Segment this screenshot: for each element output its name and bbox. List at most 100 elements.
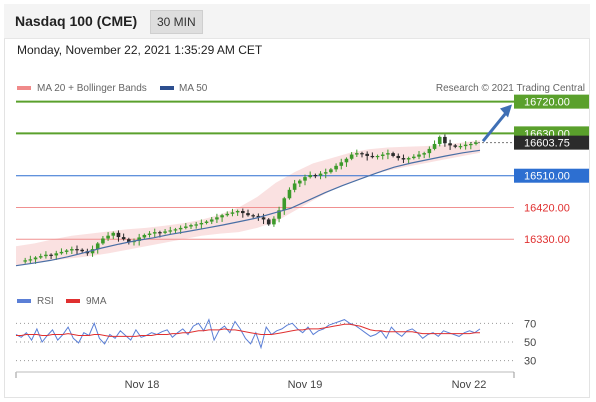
candle-body [54, 253, 59, 256]
credit-label: Research © 2021 Trading Central [436, 83, 585, 94]
candle-body [443, 136, 447, 144]
chart-header: Nasdaq 100 (CME) 30 MIN [4, 4, 590, 39]
candle-body [251, 215, 255, 217]
candle-body [90, 249, 95, 254]
candle-body [235, 210, 240, 213]
ma50-legend-label: MA 50 [179, 83, 208, 94]
x-tick-label: Nov 19 [288, 379, 323, 391]
candle-body [344, 158, 349, 163]
candle-body [427, 148, 432, 154]
level-label-box-16720.00 [514, 94, 589, 109]
candle-body [121, 237, 126, 240]
candle-body [111, 232, 116, 236]
forecast-arrow-head [500, 104, 512, 118]
candle-body [406, 158, 411, 160]
candles-layer [23, 134, 478, 264]
candle-body [458, 146, 463, 148]
rsi-tick-50: 50 [524, 337, 536, 349]
forecast-arrow-shaft [481, 109, 510, 143]
rsi-legend-swatch [17, 299, 31, 303]
candle-body [474, 142, 478, 144]
candle-body [365, 153, 369, 156]
candle-body [101, 238, 105, 244]
candle-body [44, 254, 48, 257]
candle-body [386, 153, 390, 155]
candle-body [168, 230, 173, 232]
timeframe-badge[interactable]: 30 MIN [150, 10, 203, 34]
candle-body [256, 215, 261, 218]
candle-body [463, 144, 468, 147]
candle-body [142, 234, 147, 238]
candle-body [163, 231, 167, 233]
datetime-label: Monday, November 22, 2021 1:35:29 AM CET [17, 43, 263, 57]
candle-body [272, 218, 276, 225]
candle-body [298, 180, 302, 184]
candle-body [173, 229, 178, 231]
candle-body [204, 221, 209, 223]
current-price-label-box [514, 135, 589, 150]
candle-body [33, 257, 38, 260]
price-levels-layer [16, 100, 514, 240]
ma-bollinger-legend-swatch [17, 86, 31, 90]
candle-body [178, 227, 183, 230]
bollinger-band-layer [16, 140, 480, 266]
candle-body [152, 232, 157, 234]
ma50-line [15, 149, 481, 267]
candle-body [323, 172, 328, 174]
candle-body [380, 154, 385, 156]
rsi-series-9MA [16, 323, 480, 337]
candle-body [80, 249, 84, 252]
candle-body [412, 156, 416, 159]
candle-body [38, 256, 43, 258]
candle-body [303, 177, 307, 181]
forecast-arrow-layer [481, 104, 512, 143]
level-label-16330.00: 16330.00 [524, 234, 570, 246]
candle-body [215, 217, 219, 220]
candle-body [64, 250, 69, 252]
candle-body [329, 169, 333, 173]
candle-body [241, 210, 245, 214]
bollinger-band [16, 140, 480, 266]
candle-body [95, 243, 100, 250]
candle-body [230, 212, 235, 214]
candle-body [360, 153, 364, 155]
x-tick-label: Nov 22 [452, 379, 487, 391]
candle-body [349, 154, 354, 159]
candle-body [318, 173, 323, 176]
level-labels-layer: 16720.0016630.0016603.7516510.0016420.00… [514, 94, 589, 246]
candle-body [453, 145, 458, 147]
candle-body [282, 198, 287, 211]
candle-body [106, 235, 110, 239]
x-axis-labels: Nov 18 Nov 19 Nov 22 [125, 379, 487, 391]
candle-body [199, 222, 204, 225]
candle-body [334, 165, 338, 170]
candle-body [59, 251, 64, 254]
candle-body [147, 233, 152, 235]
instrument-title: Nasdaq 100 (CME) [15, 13, 138, 29]
candle-body [339, 162, 344, 166]
candle-body [308, 175, 312, 178]
candle-body [469, 143, 473, 146]
candle-body [209, 219, 214, 222]
candle-body [287, 189, 292, 199]
rsi-series-RSI [15, 318, 481, 350]
rsi-panel: 70 50 30 [15, 318, 536, 368]
candle-body [28, 259, 33, 261]
candle-body [370, 155, 375, 158]
ma50-layer [15, 149, 481, 267]
candle-body [448, 143, 452, 146]
candle-body [401, 158, 406, 160]
candle-body [189, 225, 193, 227]
candle-body [116, 232, 121, 238]
candle-body [313, 175, 318, 177]
candle-body [261, 217, 266, 220]
candle-body [432, 143, 437, 149]
candle-body [375, 155, 380, 158]
level-label-box-16510.00 [514, 168, 589, 183]
rsi-legend-label: RSI [37, 296, 54, 307]
candle-body [422, 153, 426, 155]
ma-bollinger-legend-label: MA 20 + Bollinger Bands [37, 83, 147, 94]
candle-body [184, 226, 188, 228]
ma50-legend-swatch [160, 86, 174, 90]
